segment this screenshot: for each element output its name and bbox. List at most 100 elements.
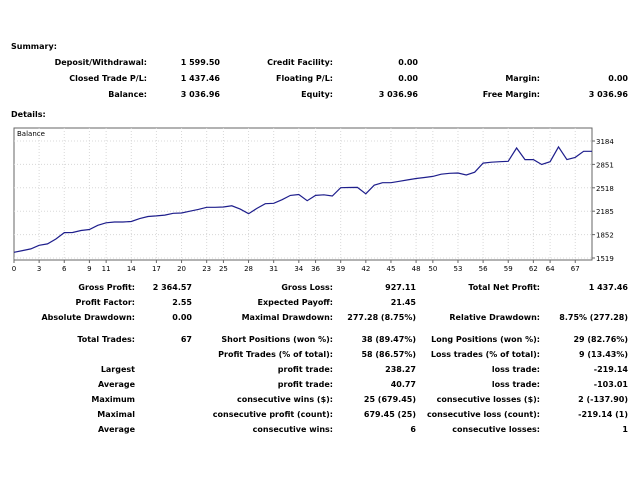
stat-value: 1 437.46	[588, 283, 628, 292]
x-tick-label: 31	[269, 265, 278, 273]
stat-label: Absolute Drawdown:	[41, 313, 135, 322]
stat-label: Profit Trades (% of total):	[218, 350, 333, 359]
stat-value: 8.75% (277.28)	[559, 313, 628, 322]
stat-label: consecutive wins ($):	[236, 395, 333, 404]
x-tick-label: 62	[529, 265, 538, 273]
y-tick-label: 2851	[596, 161, 614, 169]
stat-label: Relative Drawdown:	[449, 313, 540, 322]
legend-balance: Balance	[17, 130, 45, 138]
stat-label: Average	[97, 425, 135, 434]
x-tick-label: 9	[87, 265, 91, 273]
stat-value: 2.55	[172, 298, 192, 307]
x-tick-label: 0	[12, 265, 16, 273]
stat-value: 21.45	[390, 298, 416, 307]
summary-label: Closed Trade P/L:	[69, 74, 147, 83]
summary-label: Equity:	[301, 90, 333, 99]
x-tick-label: 59	[504, 265, 513, 273]
x-tick-label: 20	[177, 265, 186, 273]
stat-value: -219.14	[593, 365, 628, 374]
summary-value: 3 036.96	[588, 90, 628, 99]
stat-label: loss trade:	[491, 365, 540, 374]
details-title: Details:	[11, 110, 46, 119]
x-tick-label: 28	[244, 265, 253, 273]
stat-value: 9 (13.43%)	[579, 350, 628, 359]
stat-value: 1	[622, 425, 628, 434]
stat-value: 58 (86.57%)	[361, 350, 416, 359]
stat-value: 2 364.57	[152, 283, 192, 292]
x-tick-label: 53	[454, 265, 463, 273]
y-tick-label: 3184	[596, 138, 614, 146]
stat-label: Maximal Drawdown:	[241, 313, 333, 322]
stat-label: Maximum	[91, 395, 135, 404]
summary-value: 3 036.96	[378, 90, 418, 99]
summary-label: Balance:	[108, 90, 147, 99]
stat-value: 25 (679.45)	[363, 395, 416, 404]
stat-value: 2 (-137.90)	[578, 395, 628, 404]
stat-label: Gross Loss:	[281, 283, 333, 292]
summary-value: 0.00	[398, 58, 418, 67]
summary-title: Summary:	[11, 42, 57, 51]
x-tick-label: 36	[311, 265, 320, 273]
stat-value: 0.00	[172, 313, 192, 322]
summary-value: 0.00	[398, 74, 418, 83]
summary-value: 3 036.96	[180, 90, 220, 99]
stat-value: 40.77	[390, 380, 416, 389]
stat-label: Largest	[100, 365, 135, 374]
x-tick-label: 42	[361, 265, 370, 273]
x-tick-label: 56	[479, 265, 488, 273]
y-tick-label: 2185	[596, 208, 614, 216]
x-tick-label: 3	[37, 265, 41, 273]
summary-label: Free Margin:	[482, 90, 540, 99]
summary-label: Credit Facility:	[267, 58, 333, 67]
x-tick-label: 11	[102, 265, 111, 273]
stat-label: Short Positions (won %):	[221, 335, 333, 344]
x-tick-label: 34	[294, 265, 303, 273]
y-tick-label: 1852	[596, 232, 614, 240]
x-tick-label: 45	[386, 265, 395, 273]
stat-value: 29 (82.76%)	[573, 335, 628, 344]
stat-label: Maximal	[97, 410, 135, 419]
stat-value: 67	[180, 335, 192, 344]
x-tick-label: 39	[336, 265, 345, 273]
summary-label: Floating P/L:	[276, 74, 333, 83]
chart-plot-area	[13, 127, 593, 261]
stat-value: -219.14 (1)	[578, 410, 628, 419]
stat-value: 927.11	[385, 283, 416, 292]
x-tick-label: 64	[546, 265, 555, 273]
stat-label: profit trade:	[277, 380, 333, 389]
stat-label: Expected Payoff:	[257, 298, 333, 307]
summary-value: 1 437.46	[180, 74, 220, 83]
stat-value: -103.01	[593, 380, 628, 389]
stat-label: Total Net Profit:	[468, 283, 540, 292]
stat-label: Average	[97, 380, 135, 389]
stat-label: consecutive wins:	[252, 425, 333, 434]
stat-label: Loss trades (% of total):	[430, 350, 540, 359]
stat-label: consecutive losses:	[452, 425, 540, 434]
stat-label: consecutive profit (count):	[212, 410, 333, 419]
x-tick-label: 50	[428, 265, 437, 273]
stat-label: Long Positions (won %):	[431, 335, 540, 344]
stat-value: 238.27	[385, 365, 416, 374]
y-tick-label: 1519	[596, 255, 614, 263]
stat-value: 38 (89.47%)	[361, 335, 416, 344]
summary-value: 1 599.50	[180, 58, 220, 67]
stat-label: profit trade:	[277, 365, 333, 374]
stat-label: consecutive loss (count):	[426, 410, 540, 419]
stat-value: 277.28 (8.75%)	[347, 313, 416, 322]
balance-series-line	[13, 145, 592, 253]
x-tick-label: 48	[412, 265, 421, 273]
x-tick-label: 23	[202, 265, 211, 273]
stat-label: Total Trades:	[77, 335, 135, 344]
summary-label: Deposit/Withdrawal:	[54, 58, 147, 67]
x-tick-label: 67	[571, 265, 580, 273]
x-tick-label: 17	[152, 265, 161, 273]
stat-value: 679.45 (25)	[363, 410, 416, 419]
summary-value: 0.00	[608, 74, 628, 83]
stat-label: Profit Factor:	[75, 298, 135, 307]
stat-label: loss trade:	[491, 380, 540, 389]
summary-label: Margin:	[505, 74, 540, 83]
x-tick-label: 6	[62, 265, 67, 273]
y-tick-label: 2518	[596, 185, 614, 193]
stat-label: Gross Profit:	[78, 283, 135, 292]
